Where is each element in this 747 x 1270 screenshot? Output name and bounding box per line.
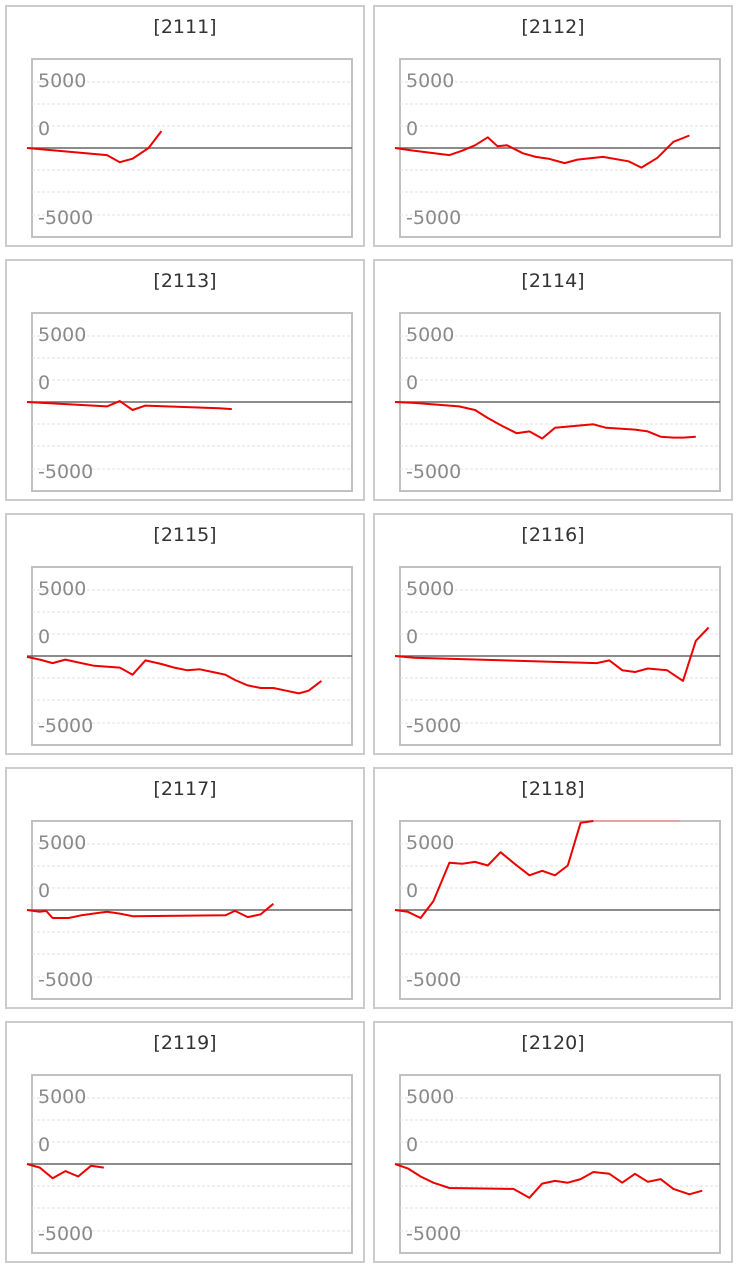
line-chart: 5000 0 -5000	[26, 1074, 353, 1254]
series-line	[394, 1163, 703, 1199]
y-tick-label: 0	[38, 626, 50, 648]
chart-panel: [2117] 5000 0 -5000	[5, 767, 365, 1009]
y-tick-label: -5000	[406, 715, 461, 737]
line-chart: 5000 0 -5000	[26, 58, 353, 238]
y-tick-label: 0	[406, 372, 418, 394]
line-chart: 5000 0 -5000	[394, 312, 721, 492]
y-tick-label: 0	[38, 118, 50, 140]
chart-panel: [2115] 5000 0 -5000	[5, 513, 365, 755]
series-line	[394, 626, 710, 682]
line-chart: 5000 0 -5000	[26, 312, 353, 492]
y-tick-label: -5000	[38, 207, 93, 229]
y-tick-label: 0	[406, 118, 418, 140]
y-tick-label: -5000	[38, 969, 93, 991]
y-tick-label: -5000	[406, 461, 461, 483]
y-tick-label: 0	[406, 880, 418, 902]
line-chart: 5000 0 -5000	[394, 1074, 721, 1254]
y-tick-label: 0	[38, 1134, 50, 1156]
chart-title: [2115]	[153, 524, 217, 546]
line-chart: 5000 0 -5000	[394, 820, 721, 1000]
chart-title: [2116]	[521, 524, 585, 546]
y-tick-label: 0	[406, 1134, 418, 1156]
line-chart: 5000 0 -5000	[394, 566, 721, 746]
y-tick-label: 5000	[406, 324, 454, 346]
y-tick-label: -5000	[38, 1223, 93, 1245]
y-tick-label: -5000	[38, 715, 93, 737]
y-tick-label: 0	[38, 880, 50, 902]
line-chart: 5000 0 -5000	[394, 58, 721, 238]
y-tick-label: 5000	[406, 1086, 454, 1108]
chart-title: [2113]	[153, 270, 217, 292]
y-tick-label: 5000	[38, 578, 86, 600]
chart-title: [2114]	[521, 270, 585, 292]
chart-title: [2112]	[521, 16, 585, 38]
chart-panel: [2112] 5000 0 -5000	[373, 5, 733, 247]
y-tick-label: -5000	[406, 1223, 461, 1245]
line-chart: 5000 0 -5000	[26, 566, 353, 746]
y-tick-label: -5000	[406, 969, 461, 991]
chart-title: [2119]	[153, 1032, 217, 1054]
line-chart: 5000 0 -5000	[26, 820, 353, 1000]
series-line	[394, 820, 594, 919]
y-tick-label: 5000	[406, 70, 454, 92]
y-tick-label: 5000	[406, 578, 454, 600]
chart-panel: [2116] 5000 0 -5000	[373, 513, 733, 755]
chart-title: [2118]	[521, 778, 585, 800]
chart-panel: [2111] 5000 0 -5000	[5, 5, 365, 247]
series-line	[26, 655, 323, 695]
chart-title: [2117]	[153, 778, 217, 800]
chart-panel: [2113] 5000 0 -5000	[5, 259, 365, 501]
y-tick-label: 0	[406, 626, 418, 648]
y-tick-label: 5000	[38, 832, 86, 854]
y-tick-label: 5000	[38, 70, 86, 92]
chart-panel: [2120] 5000 0 -5000	[373, 1021, 733, 1263]
y-tick-label: 5000	[38, 324, 86, 346]
series-line	[26, 1163, 104, 1180]
chart-panel: [2114] 5000 0 -5000	[373, 259, 733, 501]
chart-panel: [2119] 5000 0 -5000	[5, 1021, 365, 1263]
y-tick-label: -5000	[38, 461, 93, 483]
y-tick-label: 0	[38, 372, 50, 394]
chart-title: [2120]	[521, 1032, 585, 1054]
y-tick-label: -5000	[406, 207, 461, 229]
series-line	[394, 401, 696, 440]
y-tick-label: 5000	[38, 1086, 86, 1108]
chart-panel: [2118] 5000 0 -5000	[373, 767, 733, 1009]
chart-title: [2111]	[153, 16, 217, 38]
series-line	[394, 134, 690, 169]
series-line	[26, 903, 275, 919]
y-tick-label: 5000	[406, 832, 454, 854]
series-line	[26, 400, 232, 411]
series-line	[26, 130, 163, 164]
